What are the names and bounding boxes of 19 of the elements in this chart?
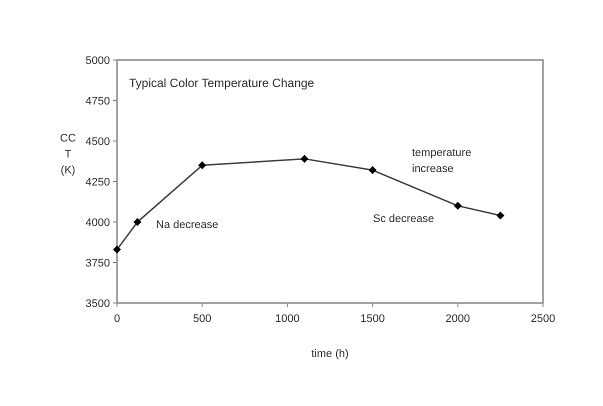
x-tick-label: 2000 [446, 313, 470, 325]
x-tick-label: 1500 [360, 313, 385, 325]
x-tick-label: 2500 [530, 313, 556, 325]
x-tick-label: 1000 [275, 313, 300, 325]
x-tick-label: 0 [114, 313, 120, 325]
x-axis-title: time (h) [311, 348, 349, 360]
y-axis-title: CC T (K) [60, 132, 76, 176]
x-tick-label: 500 [193, 313, 212, 325]
text: Typical Color Temperature Change [129, 76, 315, 90]
y-tick-label: 4500 [86, 136, 110, 148]
y-tick-label: 4750 [86, 95, 110, 108]
y-tick-label: 4000 [86, 216, 110, 229]
annotation: Sc decrease [373, 212, 434, 225]
y-tick-label: 3750 [86, 257, 110, 270]
y-tick-label: 3500 [86, 298, 110, 310]
y-tick-label: 5000 [86, 54, 110, 67]
annotation: temperature increase [412, 146, 472, 175]
y-tick-label: 4250 [86, 176, 110, 188]
annotation: Na decrease [156, 218, 218, 231]
